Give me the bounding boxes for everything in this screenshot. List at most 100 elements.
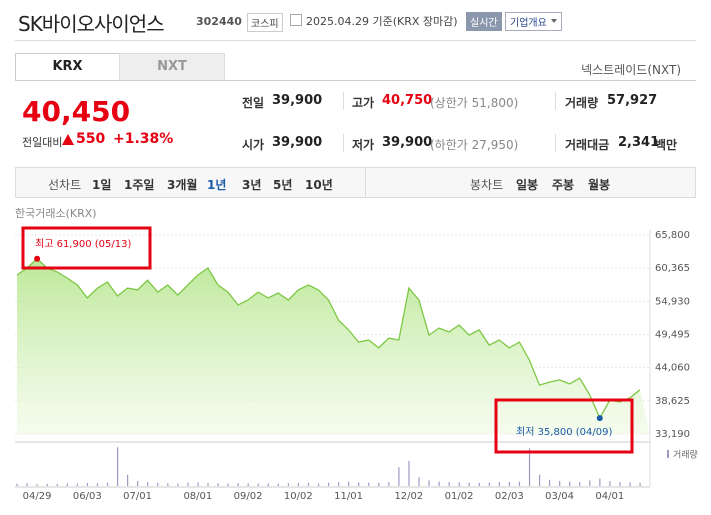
volume-bar <box>619 482 621 486</box>
period-bar <box>15 167 696 198</box>
area-fill <box>17 258 650 434</box>
nxt-link[interactable]: 넥스트레이드(NXT) <box>581 63 681 77</box>
volume-bar <box>589 480 591 486</box>
period-option[interactable]: 1년 <box>207 178 227 192</box>
summary-label: 저가 <box>352 138 375 152</box>
legend-label: 거래량 <box>673 449 698 461</box>
volume-bar <box>66 483 68 486</box>
low-marker <box>596 415 603 422</box>
price: 40,450 <box>22 95 131 128</box>
y-tick-label: 33,190 <box>655 429 690 440</box>
x-tick-label: 02/03 <box>495 491 524 502</box>
volume-bar <box>317 483 320 486</box>
price-line <box>16 257 641 420</box>
x-tick-label: 06/03 <box>73 491 102 502</box>
volume-bar <box>458 482 460 486</box>
volume-bar <box>237 483 239 486</box>
volume-bar <box>368 482 370 486</box>
separator <box>555 92 556 110</box>
summary-value: 57,927 <box>607 93 658 108</box>
tab[interactable]: NXT <box>119 53 225 81</box>
period-option[interactable]: 1주일 <box>124 178 155 192</box>
y-tick-label: 54,930 <box>655 296 690 307</box>
volume-bar <box>297 483 300 486</box>
x-tick-label: 04/29 <box>23 491 52 502</box>
x-tick-label: 09/02 <box>234 491 263 502</box>
volume-bar <box>187 482 189 486</box>
company-info-button[interactable]: 기업개요 <box>505 12 562 31</box>
summary-value: 2,341 <box>618 135 660 150</box>
realtime-badge[interactable]: 실시간 <box>466 12 502 31</box>
chart-subtitle: 한국거래소(KRX) <box>15 207 97 220</box>
volume-bar <box>559 481 561 486</box>
x-tick-label: 03/04 <box>545 491 574 502</box>
stock-code: 302440 <box>196 15 242 28</box>
volume-bar <box>338 482 340 486</box>
up-arrow <box>62 134 74 145</box>
volume-bar <box>167 483 169 486</box>
x-tick-label: 12/02 <box>394 491 423 502</box>
volume-bar <box>247 483 249 486</box>
volume-bar <box>538 474 541 486</box>
x-tick-label: 01/02 <box>445 491 474 502</box>
volume-bar <box>579 482 581 486</box>
volume-bar <box>498 482 500 486</box>
period-label: 봉차트 <box>470 178 504 192</box>
volume-bar <box>16 483 18 486</box>
volume-bar <box>307 482 310 486</box>
volume-bar <box>197 482 199 486</box>
period-option[interactable]: 월봉 <box>588 178 611 192</box>
summary-value: 39,900 <box>272 93 323 108</box>
volume-bar <box>438 481 440 486</box>
volume-bar <box>26 483 28 486</box>
company-info-text: 기업개요 <box>510 18 547 29</box>
date: 2025.04.29 기준(KRX 장마감) <box>306 15 458 28</box>
y-tick-label: 49,495 <box>655 330 690 341</box>
period-option[interactable]: 1일 <box>92 178 112 192</box>
separator <box>343 92 344 110</box>
highlight-box <box>21 226 152 270</box>
volume-bar <box>448 482 450 486</box>
volume-bar <box>257 483 259 486</box>
volume-bar <box>207 483 209 486</box>
summary-label: 전일 <box>242 96 265 110</box>
volume-bar <box>327 482 330 486</box>
y-tick-label: 60,365 <box>655 263 690 274</box>
tab[interactable]: KRX <box>15 53 120 80</box>
volume-bar <box>468 482 470 486</box>
volume-bar <box>388 482 390 486</box>
volume-bar <box>629 482 631 486</box>
summary-extra: (상한가 51,800) <box>430 96 519 110</box>
volume-bar <box>569 481 571 486</box>
change: 550 <box>76 131 106 147</box>
period-option[interactable]: 10년 <box>305 178 333 192</box>
summary-label: 거래대금 <box>565 138 610 152</box>
volume-bar <box>378 483 380 486</box>
volume-bar <box>528 448 531 486</box>
period-option[interactable]: 주봉 <box>552 178 575 192</box>
period-option[interactable]: 5년 <box>273 178 293 192</box>
period-option[interactable]: 3년 <box>242 178 262 192</box>
summary-label: 거래량 <box>565 96 599 110</box>
period-option[interactable]: 일봉 <box>516 178 539 192</box>
volume-bar <box>96 483 99 486</box>
calendar-icon <box>290 14 302 26</box>
period-option[interactable]: 3개월 <box>167 178 198 192</box>
annotation: 최저 35,800 (04/09) <box>516 426 612 438</box>
volume-bar <box>549 479 551 486</box>
volume-bar <box>348 481 350 486</box>
volume-bar <box>609 481 611 486</box>
change-label: 전일대비 <box>22 136 63 149</box>
volume-bar <box>217 483 219 486</box>
volume-bar <box>478 482 480 486</box>
x-tick-label: 04/01 <box>595 491 624 502</box>
volume-bar <box>267 483 269 486</box>
summary-value: 39,900 <box>382 135 433 150</box>
x-tick-label: 08/01 <box>183 491 212 502</box>
summary-value: 39,900 <box>272 135 323 150</box>
volume-bar <box>508 482 511 486</box>
y-tick-label: 65,800 <box>655 230 690 241</box>
volume-bar <box>56 484 58 486</box>
volume-bar <box>599 478 601 486</box>
